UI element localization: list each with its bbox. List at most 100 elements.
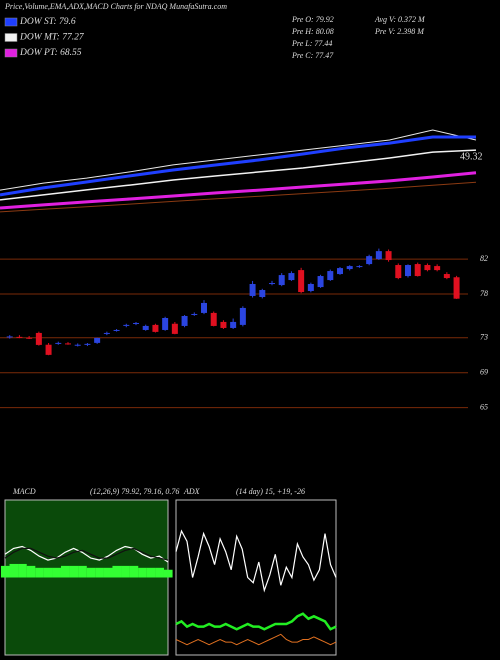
histogram-bar — [163, 569, 173, 578]
histogram-bar — [121, 565, 130, 578]
candle-body — [142, 325, 149, 330]
y-tick-label: 82 — [480, 254, 488, 263]
panel-title: ADX — [183, 487, 201, 496]
series-line — [0, 135, 476, 197]
series-line — [175, 612, 337, 631]
histogram-bar — [129, 565, 139, 578]
candle-body — [191, 313, 198, 315]
candle-body — [269, 283, 275, 285]
candle-body — [55, 342, 62, 344]
annotation: Pre L: 77.44 — [291, 39, 332, 48]
candle-body — [35, 332, 42, 345]
panel-background — [175, 499, 337, 656]
candle-body — [152, 324, 159, 332]
candle-body — [26, 337, 33, 339]
candle-body — [434, 266, 441, 271]
candle-body — [356, 266, 363, 268]
histogram-bar — [52, 567, 62, 578]
annotation: Pre C: 77.47 — [291, 51, 334, 60]
candle-body — [123, 324, 130, 326]
legend-label: DOW ST: 79.6 — [19, 17, 76, 27]
histogram-bar — [78, 565, 87, 578]
candle-body — [210, 312, 217, 326]
panel-subtitle: (12,26,9) 79.92, 79.16, 0.76 — [90, 487, 179, 496]
candle-body — [375, 251, 382, 260]
candle-body — [103, 332, 110, 334]
candle-body — [45, 344, 52, 355]
histogram-bar — [103, 567, 113, 578]
candle-body — [443, 274, 450, 279]
annotation: Pre O: 79.92 — [291, 15, 334, 24]
histogram-bar — [95, 567, 104, 578]
candle-body — [317, 276, 324, 288]
candle-body — [346, 266, 353, 270]
annotation: 49.32 — [460, 151, 483, 162]
candle-body — [327, 271, 334, 281]
candle-body — [366, 256, 373, 265]
histogram-bar — [0, 565, 10, 578]
y-tick-label: 69 — [480, 368, 488, 377]
histogram-bar — [112, 565, 122, 578]
candle-body — [181, 315, 188, 326]
series-line — [0, 181, 477, 213]
candle-body — [230, 321, 237, 328]
series-line — [0, 171, 477, 210]
candle-body — [288, 273, 295, 281]
y-tick-label: 65 — [480, 402, 488, 411]
candle-body — [405, 265, 411, 277]
panel-title: MACD — [12, 487, 36, 496]
legend-swatch — [4, 33, 18, 42]
histogram-bar — [60, 565, 70, 578]
histogram-bar — [43, 567, 53, 578]
candle-body — [84, 343, 91, 345]
series-line — [4, 545, 169, 563]
candle-body — [133, 322, 139, 324]
panel-subtitle: (14 day) 15, +19, -26 — [236, 487, 305, 496]
annotation: Pre H: 80.08 — [291, 27, 334, 36]
histogram-bar — [146, 567, 156, 578]
candle-body — [171, 323, 178, 334]
candle-body — [74, 344, 81, 346]
candle-body — [298, 270, 305, 293]
chart-title: Price,Volume,EMA,ADX,MACD Charts for NDA… — [4, 2, 227, 11]
legend-swatch — [4, 17, 18, 27]
candle-body — [278, 275, 285, 286]
histogram-bar — [155, 567, 164, 578]
candle-body — [201, 302, 207, 313]
candle-body — [395, 265, 402, 279]
candle-body — [6, 336, 13, 338]
candle-body — [65, 343, 71, 345]
candle-body — [337, 268, 343, 275]
candle-body — [113, 329, 120, 331]
candle-body — [239, 307, 246, 325]
histogram-bar — [18, 563, 27, 578]
series-line — [0, 129, 477, 191]
candle-body — [453, 277, 460, 299]
annotation: Avg V: 0.372 M — [374, 15, 426, 24]
legend-label: DOW PT: 68.55 — [19, 48, 82, 58]
candle-body — [16, 336, 23, 338]
histogram-bar — [26, 565, 36, 578]
candle-body — [162, 317, 169, 330]
y-tick-label: 73 — [480, 333, 488, 342]
candle-body — [259, 290, 266, 298]
candle-body — [307, 283, 314, 291]
histogram-bar — [69, 565, 79, 578]
histogram-bar — [138, 567, 147, 578]
candle-body — [424, 265, 431, 271]
candle-body — [94, 337, 101, 343]
candle-body — [220, 321, 227, 328]
candle-body — [385, 251, 392, 261]
legend-swatch — [4, 48, 18, 58]
series-line — [0, 149, 477, 201]
histogram-bar — [9, 563, 19, 578]
series-line — [175, 633, 337, 646]
candle-body — [414, 264, 421, 277]
histogram-bar — [35, 567, 44, 578]
histogram-bar — [86, 567, 96, 578]
series-line — [4, 547, 169, 561]
annotation: Pre V: 2.398 M — [374, 27, 425, 36]
legend-label: DOW MT: 77.27 — [19, 33, 85, 43]
series-line — [175, 529, 337, 593]
